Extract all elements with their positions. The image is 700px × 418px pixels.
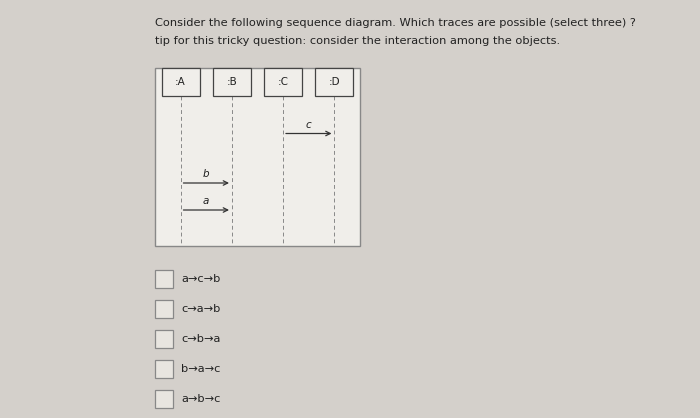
- Text: a→c→b: a→c→b: [181, 274, 220, 284]
- Text: :C: :C: [278, 77, 288, 87]
- Text: b: b: [203, 169, 209, 179]
- Bar: [316, 68, 354, 96]
- Text: tip for this tricky question: consider the interaction among the objects.: tip for this tricky question: consider t…: [155, 36, 560, 46]
- Bar: [162, 68, 200, 96]
- Text: :B: :B: [227, 77, 237, 87]
- Text: c: c: [306, 120, 312, 130]
- Text: a: a: [203, 196, 209, 206]
- Text: :A: :A: [175, 77, 186, 87]
- Text: a→b→c: a→b→c: [181, 394, 220, 404]
- Bar: [155, 390, 173, 408]
- Text: Consider the following sequence diagram. Which traces are possible (select three: Consider the following sequence diagram.…: [155, 18, 636, 28]
- Bar: [264, 68, 302, 96]
- Text: c→a→b: c→a→b: [181, 304, 220, 314]
- Text: c→b→a: c→b→a: [181, 334, 220, 344]
- Bar: [155, 360, 173, 378]
- Bar: [213, 68, 251, 96]
- Bar: [155, 330, 173, 348]
- Text: b→a→c: b→a→c: [181, 364, 220, 374]
- Text: :D: :D: [328, 77, 340, 87]
- Bar: [155, 300, 173, 318]
- Bar: [155, 270, 173, 288]
- Bar: [155, 68, 360, 246]
